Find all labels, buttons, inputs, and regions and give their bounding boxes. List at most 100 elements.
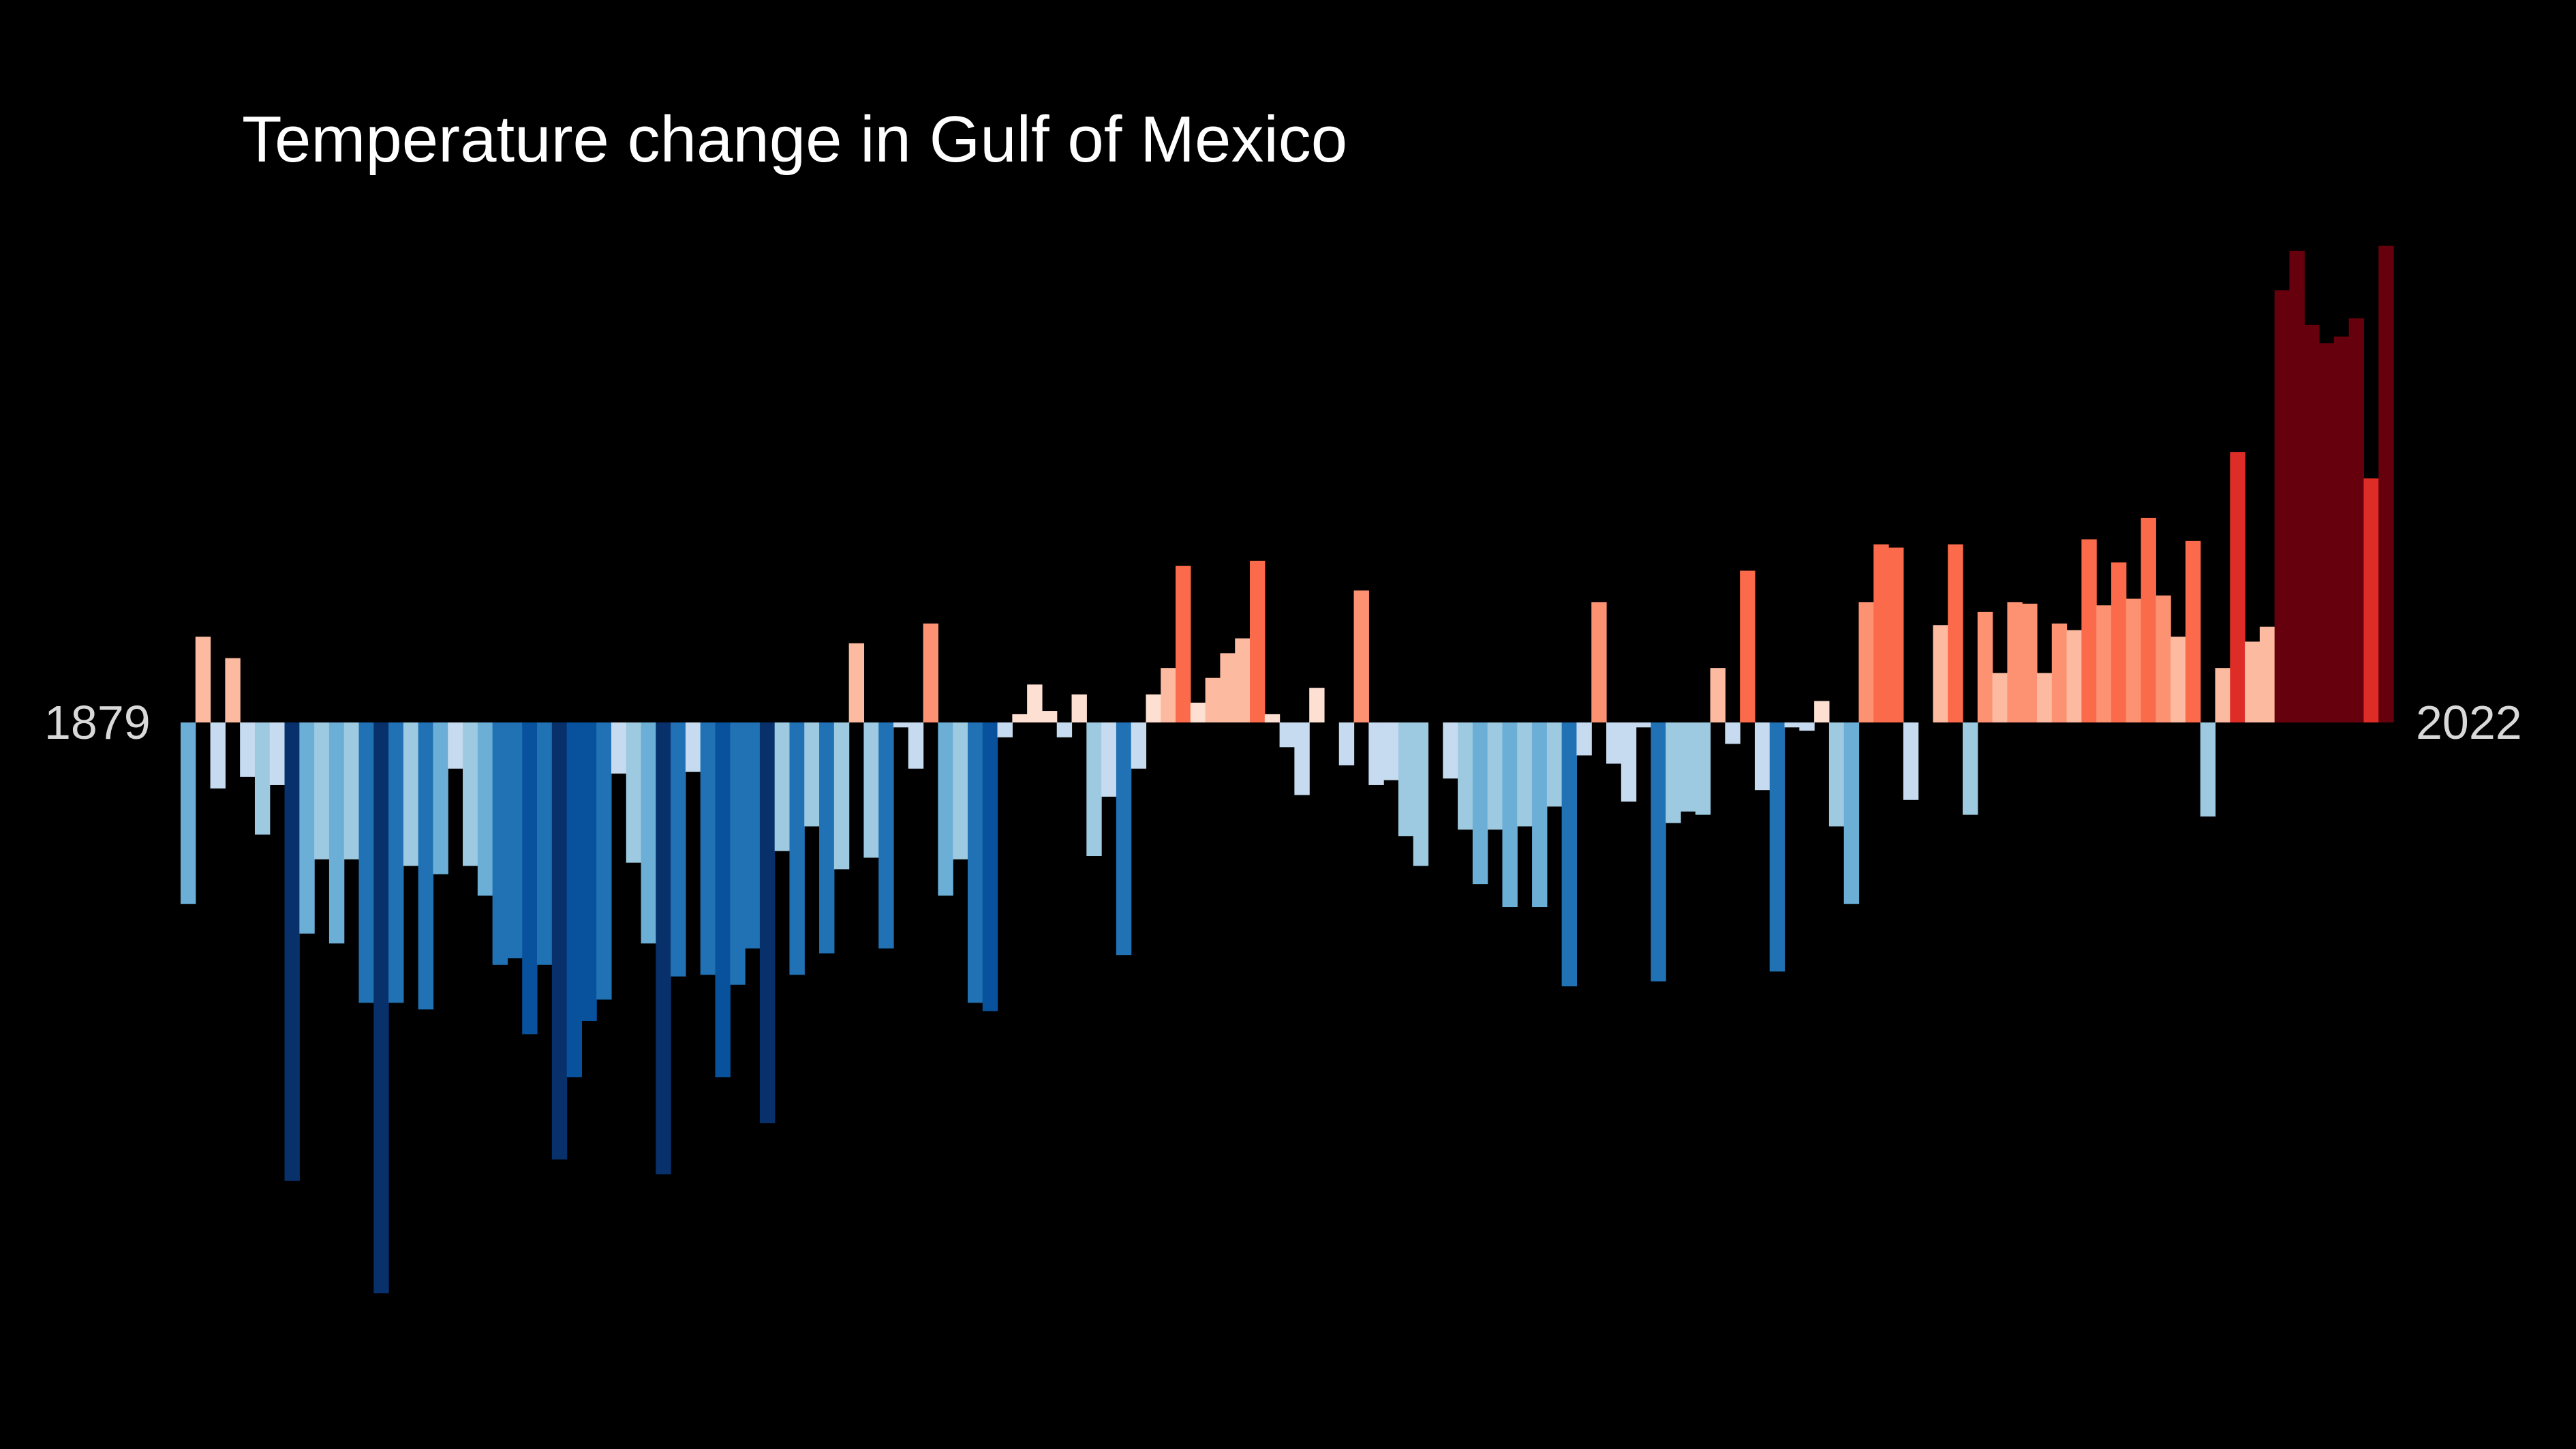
bar-1895 [418,722,434,1010]
bar-1948 [1205,677,1221,722]
bar-1927 [893,722,909,728]
bar-1984 [1740,570,1755,722]
bar-1891 [358,722,374,1003]
bar-1965 [1458,722,1473,830]
bar-1910 [641,722,656,944]
bar-1990 [1828,722,1845,827]
bar-1960 [1383,722,1399,780]
bar-1912 [671,722,686,977]
bar-2000 [1977,611,1993,722]
bar-1890 [343,722,360,859]
bar-1959 [1368,722,1384,785]
bar-1888 [314,722,330,859]
bar-2010 [2126,598,2142,722]
bar-1916 [730,722,746,985]
bar-1919 [774,722,791,851]
bar-2018 [2245,641,2260,722]
bar-1971 [1546,722,1563,807]
bar-1953 [1279,722,1295,748]
bar-1886 [284,722,300,1181]
bar-1920 [789,722,805,975]
bar-1901 [507,722,523,959]
bar-1924 [848,643,865,722]
bar-1879 [181,722,196,904]
bar-2004 [2036,673,2053,722]
bar-1883 [240,722,256,777]
bar-1950 [1235,638,1251,722]
bar-1999 [1963,722,1978,815]
bar-1955 [1309,688,1325,722]
bar-1882 [225,658,241,722]
bar-1987 [1784,722,1800,728]
bar-2016 [2215,668,2230,722]
bar-1983 [1725,722,1741,744]
bar-2019 [2259,626,2275,722]
bar-1898 [463,722,478,866]
bar-2011 [2141,517,2156,722]
bar-1982 [1710,668,1726,722]
chart-title: Temperature change in Gulf of Mexico [242,103,1348,176]
bar-1903 [537,722,553,965]
bar-1980 [1680,722,1696,812]
bar-1967 [1487,722,1503,830]
bar-1934 [997,722,1013,737]
bar-1939 [1071,694,1087,722]
bar-1989 [1814,701,1830,722]
bar-1985 [1754,722,1770,791]
bar-2024 [2333,336,2350,723]
bar-2012 [2156,595,2171,722]
bar-1904 [551,722,568,1160]
start-year-label: 1879 [44,696,151,749]
bar-1896 [433,722,448,874]
bar-1941 [1101,722,1117,797]
bar-2014 [2185,540,2201,722]
bar-1926 [878,722,894,949]
bar-1986 [1769,722,1785,972]
bar-1945 [1161,668,1176,722]
bar-2007 [2081,539,2097,722]
bar-1988 [1799,722,1815,731]
bar-2023 [2319,343,2335,722]
bar-1951 [1250,560,1266,722]
bar-1942 [1116,722,1132,956]
bar-1993 [1873,544,1889,722]
bar-1981 [1695,722,1711,815]
bar-2006 [2066,630,2082,722]
bar-1949 [1220,653,1236,722]
bar-1972 [1561,722,1578,987]
bar-2022 [2304,324,2320,722]
bar-1915 [715,722,731,1078]
bar-1902 [522,722,538,1035]
bar-1976 [1621,722,1637,802]
bar-2015 [2200,722,2216,817]
bar-1885 [269,722,286,785]
bar-1893 [388,722,404,1003]
bar-1928 [908,722,924,769]
bar-1921 [804,722,820,827]
bar-1917 [745,722,761,949]
bar-1935 [1012,714,1028,722]
bar-1943 [1131,722,1147,769]
bar-1936 [1027,684,1043,722]
bar-2025 [2348,318,2365,723]
bar-2026 [2363,478,2379,722]
bar-2008 [2096,605,2112,722]
bar-1961 [1398,722,1414,836]
bar-1970 [1532,722,1548,908]
bar-1918 [759,722,776,1124]
bar-1900 [492,722,508,965]
bar-1925 [863,722,879,858]
bar-1998 [1948,544,1963,722]
bar-1887 [299,722,315,934]
bar-1906 [581,722,597,1022]
bar-1954 [1294,722,1310,795]
bar-1923 [833,722,850,870]
bar-1995 [1903,722,1919,800]
bar-1894 [403,722,419,866]
bar-1997 [1933,625,1948,722]
bar-1994 [1888,547,1904,722]
bar-2002 [2007,602,2023,722]
bar-1892 [373,722,389,1294]
bar-1880 [195,637,211,722]
